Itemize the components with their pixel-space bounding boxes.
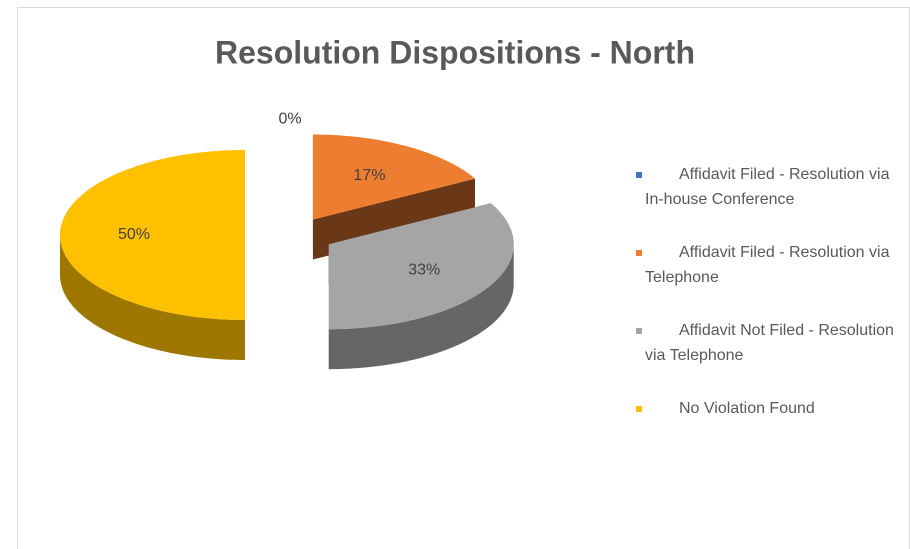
legend-swatch	[636, 172, 642, 178]
legend-swatch	[636, 250, 642, 256]
legend: Affidavit Filed - Resolution via In-hous…	[636, 162, 907, 449]
slice	[328, 203, 514, 370]
legend-item: Affidavit Filed - Resolution via In-hous…	[636, 162, 907, 212]
legend-item: Affidavit Filed - Resolution via Telepho…	[636, 240, 907, 290]
slice-top	[328, 203, 514, 330]
legend-swatch	[636, 406, 642, 412]
legend-label: Affidavit Filed - Resolution via Telepho…	[645, 244, 890, 286]
slice	[60, 150, 245, 360]
data-label: 50%	[118, 226, 150, 243]
legend-label: Affidavit Not Filed - Resolution via Tel…	[645, 322, 894, 364]
data-label: 17%	[353, 167, 385, 184]
data-label: 0%	[278, 110, 301, 127]
slice-side	[60, 235, 245, 360]
legend-label: Affidavit Filed - Resolution via In-hous…	[645, 166, 890, 208]
legend-swatch	[636, 328, 642, 334]
legend-item: No Violation Found	[636, 396, 907, 421]
slice-top	[60, 150, 245, 320]
legend-item: Affidavit Not Filed - Resolution via Tel…	[636, 318, 907, 368]
legend-label: No Violation Found	[679, 400, 815, 417]
data-label: 33%	[408, 261, 440, 278]
chart-title: Resolution Dispositions - North	[215, 34, 695, 70]
slice-top	[312, 134, 475, 220]
slice-side	[328, 244, 514, 370]
